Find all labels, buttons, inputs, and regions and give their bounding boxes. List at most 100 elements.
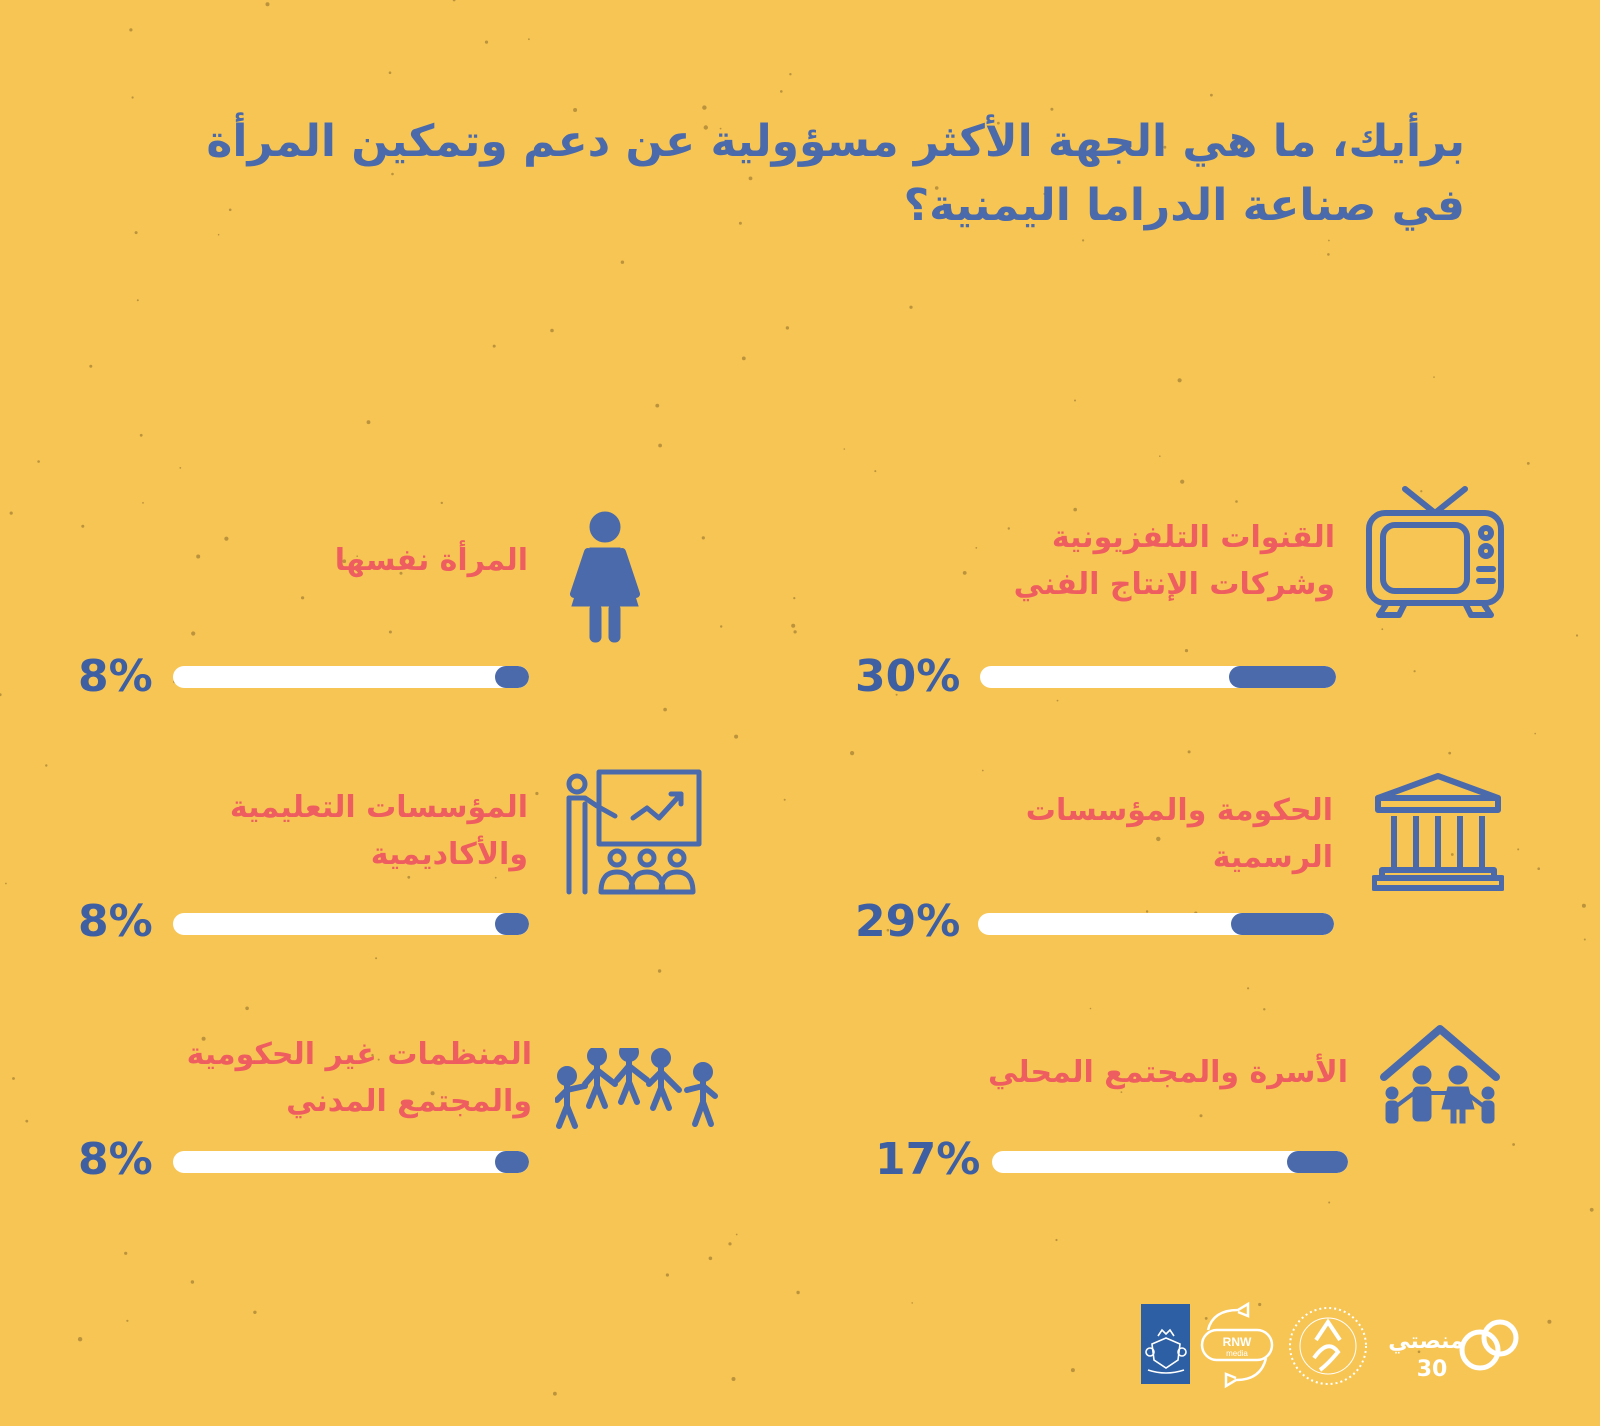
manasati-number: 30	[1417, 1357, 1448, 1382]
speckle	[655, 403, 660, 408]
speckle	[850, 751, 855, 756]
speckle	[1448, 751, 1452, 755]
speckle	[748, 176, 753, 181]
speckle	[45, 764, 48, 767]
speckle	[911, 1302, 913, 1304]
speckle	[25, 1119, 29, 1123]
speckle	[1413, 670, 1416, 673]
speckle	[1581, 903, 1586, 908]
item-label-line: الرسمية	[1212, 839, 1333, 875]
bar-track-government	[978, 913, 1334, 935]
speckle	[375, 957, 378, 960]
woman-icon	[570, 511, 640, 643]
speckle	[1517, 848, 1520, 851]
speckle	[190, 1280, 195, 1284]
speckle	[1159, 455, 1161, 458]
bar-track-education	[173, 913, 529, 935]
speckle	[1204, 1317, 1208, 1320]
bar-track-family	[992, 1151, 1348, 1173]
speckle	[1450, 853, 1454, 856]
speckle	[37, 460, 40, 463]
speckle	[663, 707, 667, 712]
speckle	[142, 502, 144, 504]
speckle	[1547, 1319, 1552, 1324]
speckle	[1420, 490, 1423, 493]
speckle	[217, 233, 220, 236]
item-percent-woman: 8%	[78, 651, 153, 702]
bar-track-woman	[173, 666, 529, 688]
speckle	[179, 467, 182, 469]
speckle	[81, 524, 85, 528]
speckle	[131, 96, 134, 99]
item-label-government: الحكومة والمؤسسات الرسمية	[1026, 788, 1333, 881]
speckle	[728, 1242, 732, 1246]
speckle	[129, 28, 133, 32]
government-building-icon	[1372, 773, 1504, 891]
speckle	[665, 1273, 670, 1277]
speckle	[1055, 1238, 1058, 1242]
speckle	[1433, 376, 1435, 378]
speckle	[196, 554, 201, 559]
speckle	[1328, 1201, 1331, 1204]
speckle	[253, 1310, 257, 1315]
speckle	[1526, 462, 1530, 465]
item-label-line: المرأة نفسها	[334, 543, 528, 578]
item-percent-education: 8%	[78, 896, 153, 947]
speckle	[658, 443, 662, 448]
speckle	[701, 536, 705, 540]
speckle	[734, 734, 739, 739]
family-house-icon	[1380, 1025, 1500, 1124]
rnw-media-logo	[1200, 1301, 1274, 1389]
speckle	[1210, 93, 1213, 97]
speckle	[1199, 1114, 1203, 1118]
speckle	[1235, 500, 1238, 503]
speckle	[1512, 1143, 1515, 1146]
speckle	[12, 1077, 15, 1080]
speckle	[265, 2, 270, 7]
speckle	[77, 1337, 83, 1342]
speckle	[1050, 107, 1054, 111]
sponsor-logos: RNW media منصتي 30	[1141, 1301, 1519, 1389]
item-label-line: والأكاديمية	[370, 836, 528, 872]
speckle	[1328, 239, 1330, 242]
speckle	[136, 299, 139, 302]
item-percent-government: 29%	[855, 896, 961, 947]
speckle	[1263, 1008, 1266, 1011]
speckle	[1534, 732, 1536, 735]
people-chain-icon	[555, 1048, 718, 1129]
speckle	[738, 221, 742, 225]
item-label-line: والمجتمع المدني	[286, 1083, 532, 1119]
title-line-1: برأيك، ما هي الجهة الأكثر مسؤولية عن دعم…	[206, 116, 1465, 167]
speckle	[5, 882, 7, 885]
speckle	[494, 876, 497, 879]
speckle	[1082, 239, 1085, 242]
speckle	[1070, 1368, 1075, 1373]
speckle	[793, 597, 796, 600]
speckle	[366, 420, 371, 425]
manasati30-logo: منصتي 30	[1388, 1319, 1519, 1382]
speckle	[791, 623, 796, 628]
speckle	[874, 470, 877, 473]
speckle	[886, 928, 890, 932]
speckle	[356, 555, 359, 557]
bar-track-tv	[980, 666, 1336, 688]
speckle	[783, 798, 786, 801]
seal-logo	[1289, 1307, 1367, 1385]
bar-fill-woman	[495, 666, 529, 688]
speckle	[702, 105, 707, 110]
speckle	[1089, 1007, 1092, 1010]
speckle	[1583, 938, 1586, 941]
speckle	[407, 875, 411, 879]
manasati-text: منصتي	[1388, 1329, 1464, 1354]
speckle	[342, 559, 347, 563]
speckle	[657, 969, 662, 973]
speckle	[134, 231, 138, 235]
item-label-line: وشركات الإنتاج الفني	[1013, 566, 1335, 602]
speckle	[1180, 479, 1185, 484]
page-title: برأيك، ما هي الجهة الأكثر مسؤولية عن دعم…	[165, 110, 1465, 238]
speckle	[1258, 1302, 1262, 1307]
speckle	[793, 630, 797, 634]
bar-track-ngos	[173, 1151, 529, 1173]
bar-fill-family	[1287, 1151, 1348, 1173]
